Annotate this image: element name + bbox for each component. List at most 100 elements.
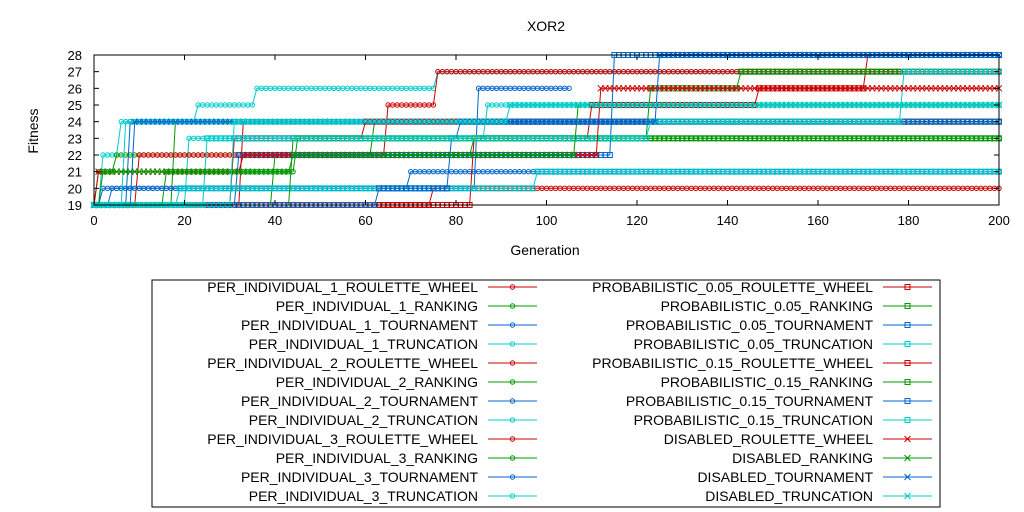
series-line [93,121,999,206]
data-point [570,151,578,159]
legend-label: PER_INDIVIDUAL_1_ROULETTE_WHEEL [207,279,478,295]
legend-label: PROBABILISTIC_0.15_RANKING [661,374,873,390]
legend-entry: PER_INDIVIDUAL_1_TOURNAMENT [241,317,537,333]
legend-entry: PER_INDIVIDUAL_2_RANKING [276,374,537,390]
legend-label: PROBABILISTIC_0.15_ROULETTE_WHEEL [592,355,873,371]
legend-entry: PER_INDIVIDUAL_1_RANKING [276,298,537,314]
data-point [249,102,256,108]
legend-entry: PROBABILISTIC_0.15_ROULETTE_WHEEL [592,355,932,371]
legend-label: PER_INDIVIDUAL_3_RANKING [276,450,478,466]
legend-marker [904,435,911,443]
legend-marker [904,379,911,385]
legend-marker [904,360,911,366]
series-line [93,87,999,206]
legend-entry: PER_INDIVIDUAL_1_ROULETTE_WHEEL [207,279,537,295]
legend-label: PROBABILISTIC_0.15_TRUNCATION [634,412,873,428]
legend-entry: PER_INDIVIDUAL_2_TOURNAMENT [241,393,537,409]
legend-entry: PROBABILISTIC_0.05_TRUNCATION [634,336,932,352]
series-line [94,54,999,206]
legend-marker [904,284,911,290]
legend-marker [509,474,516,480]
legend-label: PER_INDIVIDUAL_1_RANKING [276,298,478,314]
data-point [502,118,510,126]
legend-marker [509,341,516,347]
series-line [94,121,999,206]
legend-label: PER_INDIVIDUAL_2_ROULETTE_WHEEL [207,355,478,371]
legend-entry: PER_INDIVIDUAL_3_TOURNAMENT [241,469,537,485]
y-tick-label: 22 [68,148,82,163]
plot-frame [93,54,1000,206]
legend-label: PER_INDIVIDUAL_1_TRUNCATION [249,336,478,352]
data-point [896,118,903,125]
series-line [94,54,999,206]
legend-entry: PER_INDIVIDUAL_2_ROULETTE_WHEEL [207,355,537,371]
legend-entry: PER_INDIVIDUAL_1_TRUNCATION [249,336,537,352]
legend-label: DISABLED_TOURNAMENT [697,469,873,485]
series-16 [91,118,1002,208]
legend-label: PER_INDIVIDUAL_3_TOURNAMENT [241,469,478,485]
legend-marker [904,303,911,309]
data-point [592,151,600,159]
legend-label: PER_INDIVIDUAL_2_RANKING [276,374,478,390]
legend-entry: PROBABILISTIC_0.05_ROULETTE_WHEEL [592,279,932,295]
data-point [430,102,437,108]
legend-marker [509,379,516,385]
series-line [94,121,628,206]
legend-entry: PER_INDIVIDUAL_3_ROULETTE_WHEEL [207,431,537,447]
legend-box [151,279,941,508]
data-point [529,185,536,192]
x-tick-label: 40 [268,213,282,228]
series-1 [91,118,631,208]
y-tick-label: 27 [68,65,82,80]
x-axis-label: Generation [510,242,579,258]
x-tick-label: 60 [358,213,372,228]
x-tick-label: 180 [898,213,920,228]
y-tick-label: 26 [68,81,82,96]
legend-label: PROBABILISTIC_0.05_TRUNCATION [634,336,873,352]
x-tick-label: 160 [807,213,829,228]
data-point [651,118,659,126]
y-tick-label: 21 [68,165,82,180]
legend-label: PER_INDIVIDUAL_3_ROULETTE_WHEEL [207,431,478,447]
series-5 [91,118,1002,208]
legend-label: PROBABILISTIC_0.05_ROULETTE_WHEEL [592,279,873,295]
legend-marker [904,473,911,481]
data-point [443,185,450,192]
legend-marker [904,341,911,347]
data-point [566,85,572,92]
series-line [94,104,999,206]
series-line [94,54,999,206]
y-axis-label: Fitness [25,108,41,153]
legend-label: PROBABILISTIC_0.15_TOURNAMENT [626,393,874,409]
series-line [94,121,999,206]
legend-entry: DISABLED_TRUNCATION [705,488,932,504]
legend-marker [904,322,911,328]
x-tick-label: 100 [536,213,558,228]
legend-marker [509,322,516,328]
legend-label: PER_INDIVIDUAL_2_TRUNCATION [249,412,478,428]
legend-marker [904,417,911,423]
legend-entry: DISABLED_RANKING [732,450,932,466]
legend-entry: PROBABILISTIC_0.15_TRUNCATION [634,412,932,428]
legend-label: PROBABILISTIC_0.05_RANKING [661,298,873,314]
y-tick-label: 28 [68,48,82,63]
series-line [94,121,999,206]
series-line [94,121,999,206]
legend-marker [904,454,911,462]
y-tick-label: 24 [68,115,82,130]
legend-label: PER_INDIVIDUAL_1_TOURNAMENT [241,317,478,333]
series-line [94,71,999,206]
legend: PER_INDIVIDUAL_1_ROULETTE_WHEEL PER_INDIV… [151,279,941,508]
legend-marker [509,455,516,461]
x-tick-label: 120 [626,213,648,228]
x-tick-label: 20 [177,213,191,228]
data-point [285,168,292,176]
legend-marker [904,398,911,404]
series-11 [91,118,1002,208]
legend-label: DISABLED_ROULETTE_WHEEL [664,431,873,447]
series-6 [91,118,1002,208]
legend-marker [509,436,516,442]
series-line [94,71,999,206]
legend-entry: PROBABILISTIC_0.05_RANKING [661,298,932,314]
